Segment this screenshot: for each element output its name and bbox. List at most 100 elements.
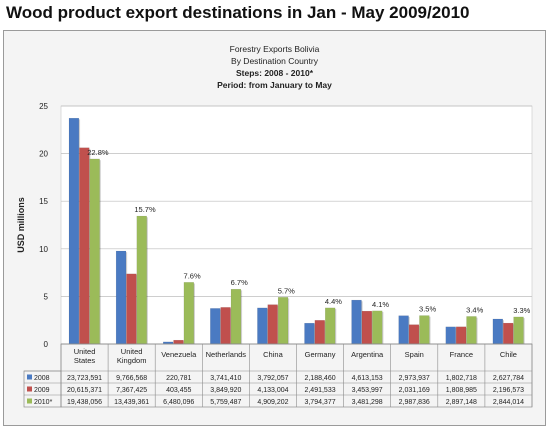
share-annotation: 3.5%: [419, 305, 436, 314]
y-tick-label: 20: [39, 150, 48, 159]
category-label: Argentina: [351, 350, 384, 359]
data-value: 3,741,410: [210, 375, 241, 382]
chart-title-line-4: Period: from January to May: [217, 80, 332, 90]
bar-2010-7: [419, 315, 431, 345]
data-value: 4,909,202: [257, 399, 288, 406]
chart-frame: Forestry Exports Bolivia By Destination …: [3, 30, 546, 426]
bar-2010-6: [372, 310, 384, 345]
bar: [314, 320, 325, 345]
bar-2010-8: [466, 316, 478, 345]
bar-2009-7: [408, 324, 421, 345]
bar-2008-5: [304, 322, 316, 345]
bar: [220, 307, 231, 345]
data-value: 20,615,371: [67, 387, 102, 394]
data-value: 2,491,533: [304, 387, 335, 394]
bar: [89, 158, 100, 345]
share-annotation: 3.4%: [466, 305, 483, 314]
bar-2008-6: [351, 299, 363, 345]
share-annotation: 5.7%: [278, 286, 295, 295]
data-value: 2,196,573: [493, 387, 524, 394]
bar-2010-1: [136, 215, 148, 345]
bar-2009-4: [267, 304, 279, 345]
chart-title-line-3: Steps: 2008 - 2010*: [235, 68, 314, 78]
bar: [503, 322, 514, 345]
data-value: 3,794,377: [304, 399, 335, 406]
bar-2009-0: [79, 147, 91, 345]
category-label: Chile: [500, 350, 517, 359]
bar: [115, 250, 127, 345]
page-heading: Wood product export destinations in Jan …: [6, 3, 470, 22]
data-value: 2,987,836: [399, 399, 430, 406]
category-label: United: [74, 347, 96, 356]
bar: [183, 282, 194, 345]
bar: [173, 339, 184, 345]
bar-2010-2: [183, 282, 195, 345]
bar-2008-7: [398, 315, 410, 345]
data-value: 6,480,096: [163, 399, 194, 406]
bar: [210, 308, 221, 345]
data-value: 13,439,361: [114, 399, 149, 406]
bar: [398, 315, 409, 345]
bar: [230, 288, 242, 345]
bar-2009-6: [361, 310, 374, 345]
y-tick-label: 5: [44, 292, 49, 301]
bar-2010-0: [89, 158, 101, 345]
data-value: 2,844,014: [493, 399, 524, 406]
data-value: 2,627,784: [493, 375, 524, 382]
bar: [126, 273, 137, 345]
category-label: China: [263, 350, 283, 359]
bar-2009-5: [314, 320, 326, 345]
chart-title: Forestry Exports Bolivia By Destination …: [4, 43, 545, 91]
y-tick-label: 0: [44, 340, 49, 349]
data-value: 19,438,056: [67, 399, 102, 406]
bar-2010-4: [277, 297, 290, 345]
category-label: Kingdom: [117, 356, 147, 365]
bar: [455, 326, 467, 345]
legend-swatch-2008: [27, 374, 32, 380]
bar: [445, 326, 456, 345]
category-label: United: [121, 347, 143, 356]
chart-title-line-1: Forestry Exports Bolivia: [229, 44, 320, 54]
data-value: 7,367,425: [116, 387, 147, 394]
bar-2008-8: [445, 326, 457, 345]
bar: [79, 147, 90, 345]
y-tick-label: 15: [39, 197, 48, 206]
bar: [351, 299, 362, 345]
data-value: 2,031,169: [399, 387, 430, 394]
data-value: 220,781: [166, 375, 191, 382]
bar-2008-1: [115, 250, 128, 345]
data-value: 3,453,997: [352, 387, 383, 394]
data-value: 23,723,591: [67, 375, 102, 382]
legend-label-2009: 2009: [34, 387, 50, 394]
bar: [492, 318, 503, 345]
bar-2010-3: [230, 288, 243, 345]
category-label: Spain: [405, 350, 424, 359]
bar: [325, 307, 336, 345]
bar-2010-9: [513, 316, 525, 345]
data-value: 3,481,298: [352, 399, 383, 406]
bar-2008-4: [257, 307, 269, 345]
data-value: 3,849,920: [210, 387, 241, 394]
legend-swatch-2009: [27, 386, 32, 392]
category-label: France: [450, 350, 473, 359]
chart-title-line-2: By Destination Country: [231, 56, 318, 66]
category-label: Germany: [305, 350, 336, 359]
bar-2008-3: [210, 308, 222, 345]
legend-label-2010: 2010*: [34, 399, 53, 406]
bar: [372, 310, 383, 345]
bar-2008-0: [68, 117, 81, 345]
data-value: 403,455: [166, 387, 191, 394]
share-annotation: 6.7%: [231, 278, 248, 287]
share-annotation: 15.7%: [134, 205, 156, 214]
bar-2009-3: [220, 307, 232, 345]
data-value: 2,188,460: [304, 375, 335, 382]
category-label: Netherlands: [206, 350, 247, 359]
data-value: 3,792,057: [257, 375, 288, 382]
bar: [257, 307, 268, 345]
bar-2009-9: [503, 322, 515, 345]
bar: [277, 297, 289, 345]
data-value: 9,766,568: [116, 375, 147, 382]
bar: [513, 316, 524, 345]
y-tick-label: 25: [39, 102, 48, 111]
